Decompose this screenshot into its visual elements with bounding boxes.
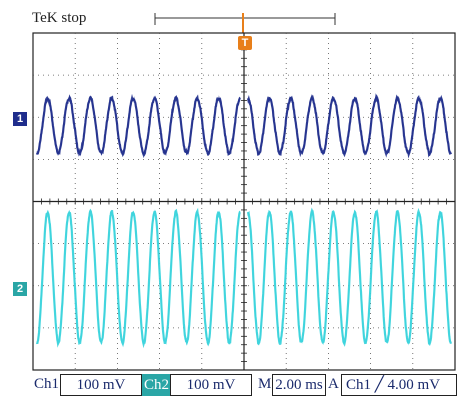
trigger-level: 4.00 mV — [387, 377, 441, 393]
ch2-ground-marker[interactable]: 2 — [13, 282, 27, 296]
trigger-position-marker[interactable]: T — [238, 36, 252, 50]
ch2-scale-box[interactable]: 100 mV — [170, 374, 252, 396]
ch1-trace-left — [36, 95, 241, 157]
status-title: TeK stop — [32, 10, 87, 26]
a-label: A — [328, 376, 339, 392]
trigger-box[interactable]: Ch1 ╱ 4.00 mV — [341, 374, 457, 396]
ch2-label: Ch2 — [142, 374, 172, 396]
ch1-trace-right — [247, 95, 452, 157]
ch2-trace-right — [247, 210, 452, 346]
timebase-box[interactable]: 2.00 ms — [272, 374, 326, 396]
rising-edge-icon: ╱ — [374, 377, 384, 393]
ch1-scale-box[interactable]: 100 mV — [60, 374, 142, 396]
ch2-trace-left — [36, 209, 241, 346]
trigger-channel: Ch1 — [346, 377, 372, 393]
status-bar: Ch1 100 mV Ch2 100 mV M 2.00 ms A Ch1 ╱ … — [0, 372, 474, 398]
m-label: M — [258, 376, 272, 392]
ch1-ground-marker[interactable]: 1 — [13, 112, 27, 126]
ch1-label: Ch1 — [34, 376, 60, 392]
